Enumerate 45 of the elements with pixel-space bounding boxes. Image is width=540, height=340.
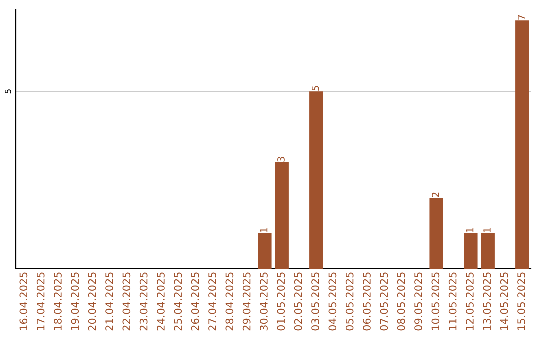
x-tick-label: 04.05.2025 <box>328 272 337 331</box>
bar <box>481 234 495 269</box>
data-label: 5 <box>312 86 320 91</box>
x-tick-label: 27.04.2025 <box>208 272 216 331</box>
x-tick-label: 17.04.2025 <box>36 272 45 330</box>
x-tick-label: 24.04.2025 <box>157 272 165 331</box>
x-tick-label: 09.05.2025 <box>414 272 422 331</box>
data-label: 1 <box>260 228 268 232</box>
x-tick-label: 26.04.2025 <box>191 272 200 331</box>
data-label: 3 <box>278 157 285 162</box>
x-tick-label: 01.05.2025 <box>277 272 286 331</box>
x-tick-label: 16.04.2025 <box>20 272 28 330</box>
data-label: 2 <box>432 192 440 198</box>
x-tick-label: 29.04.2025 <box>242 272 251 331</box>
x-tick-label: 11.05.2025 <box>448 272 457 330</box>
x-tick-label: 28.04.2025 <box>226 272 234 331</box>
data-label: 1 <box>466 228 474 232</box>
x-tick-label: 25.04.2025 <box>174 272 182 331</box>
x-tick-label: 14.05.2025 <box>500 272 508 330</box>
x-tick-label: 03.05.2025 <box>312 272 320 331</box>
x-tick-label: 07.05.2025 <box>380 272 388 331</box>
x-tick-label: 15.05.2025 <box>518 272 526 330</box>
bar <box>464 234 478 269</box>
data-label: 7 <box>518 15 526 20</box>
x-tick-label: 02.05.2025 <box>294 272 302 331</box>
x-tick-label: 08.05.2025 <box>397 272 406 331</box>
x-tick-label: 23.04.2025 <box>140 272 148 331</box>
x-tick-label: 22.04.2025 <box>122 272 131 331</box>
x-tick-label: 21.04.2025 <box>106 272 114 331</box>
x-tick-label: 05.05.2025 <box>346 272 354 331</box>
x-tick-label: 13.05.2025 <box>483 272 492 330</box>
data-label: 1 <box>484 228 491 232</box>
x-tick-label: 10.05.2025 <box>432 272 440 330</box>
bar <box>430 198 444 269</box>
bar <box>275 162 289 269</box>
x-tick-label: 30.04.2025 <box>260 272 268 331</box>
ref-line-label: 5 <box>5 90 12 94</box>
bar <box>258 234 272 269</box>
x-tick-label: 06.05.2025 <box>363 272 371 331</box>
x-tick-label: 18.04.2025 <box>54 272 62 330</box>
x-tick-label: 12.05.2025 <box>466 272 474 330</box>
x-tick-label: 20.04.2025 <box>88 272 96 331</box>
x-tick-label: 19.04.2025 <box>71 272 80 330</box>
bar <box>310 92 324 269</box>
bar <box>516 20 530 269</box>
